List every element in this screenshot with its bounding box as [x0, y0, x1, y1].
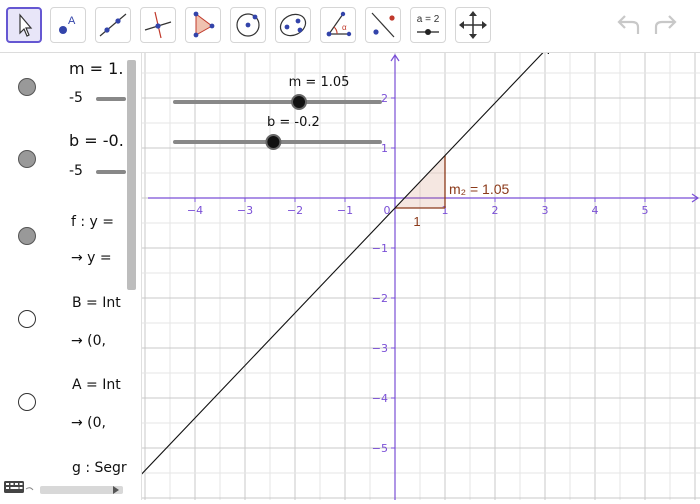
circle-tool[interactable]: [230, 7, 266, 43]
svg-text:A: A: [68, 15, 76, 27]
slider-knob[interactable]: [291, 94, 308, 110]
slope-triangle: m₂ = 1.051: [395, 155, 510, 229]
y-tick-label: −1: [372, 242, 388, 255]
algebra-view: m = 1. -5 b = -0. -5 f : y = → y = B = I…: [0, 53, 142, 500]
algebra-row-A[interactable]: A = Int → (0,: [0, 361, 126, 445]
row-definition: A = Int: [72, 377, 121, 393]
x-tick-label: 4: [592, 204, 599, 217]
redo-icon: [654, 15, 677, 34]
axes: −4 −3 −2 −1 0 1 2 3 4 5 2 1 −1 −2 −3 −4 −5: [148, 53, 700, 500]
polygon-tool[interactable]: [185, 7, 221, 43]
visibility-toggle[interactable]: [18, 78, 36, 96]
keyboard-button[interactable]: [0, 476, 36, 500]
x-tick-label: 2: [492, 204, 499, 217]
ellipse-icon: [279, 13, 307, 37]
y-tick-label: −3: [372, 342, 388, 355]
undo-button[interactable]: [612, 10, 644, 42]
line-f[interactable]: f: [142, 53, 700, 500]
mini-slider-track[interactable]: [96, 97, 126, 101]
x-tick-label: 1: [442, 204, 449, 217]
angle-tool[interactable]: α: [320, 7, 356, 43]
mini-slider-track[interactable]: [96, 170, 126, 174]
row-definition: m = 1.: [69, 59, 124, 78]
y-tick-label: −5: [372, 442, 388, 455]
sliders[interactable]: m = 1.05 b = -0.2: [173, 75, 382, 150]
undo-icon: [617, 15, 640, 34]
scroll-right-icon[interactable]: [111, 484, 121, 496]
move-graphics-tool[interactable]: [455, 7, 491, 43]
row-value: → (0,: [71, 333, 106, 349]
x-tick-label: 3: [542, 204, 549, 217]
y-axis-arrow: [390, 53, 400, 62]
visibility-toggle[interactable]: [18, 310, 36, 328]
circle-icon: [236, 13, 260, 37]
keyboard-icon: [4, 481, 34, 493]
slope-run-label: 1: [413, 214, 420, 229]
x-axis-arrow: [691, 193, 700, 203]
slider-knob[interactable]: [265, 134, 282, 150]
perpendicular-line-tool[interactable]: [140, 7, 176, 43]
row-value: → (0,: [71, 415, 106, 431]
slider-tool[interactable]: a = 2: [410, 7, 446, 43]
x-tick-label: −1: [337, 204, 353, 217]
grid: [142, 53, 700, 500]
visibility-toggle[interactable]: [18, 227, 36, 245]
slider-min-label: -5: [69, 163, 83, 179]
algebra-horizontal-scrollbar[interactable]: [40, 486, 123, 494]
point-icon: A: [59, 15, 76, 34]
line-icon: [99, 13, 127, 37]
reflect-icon: [371, 12, 395, 38]
x-tick-label: −2: [287, 204, 303, 217]
ellipse-tool[interactable]: [275, 7, 311, 43]
algebra-row-m[interactable]: m = 1. -5: [0, 53, 126, 126]
slider-label: m = 1.05: [289, 75, 350, 90]
y-tick-label: −2: [372, 292, 388, 305]
algebra-row-f[interactable]: f : y = → y =: [0, 198, 126, 280]
x-tick-label: −3: [237, 204, 253, 217]
row-definition: b = -0.: [69, 131, 124, 150]
line-tool[interactable]: [95, 7, 131, 43]
line-f-label: f: [547, 53, 551, 57]
point-tool[interactable]: A: [50, 7, 86, 43]
slope-label: m₂ = 1.05: [449, 181, 510, 197]
polygon-icon: [193, 11, 215, 38]
y-tick-label: −4: [372, 392, 388, 405]
y-tick-label: 1: [381, 142, 388, 155]
perpendicular-icon: [144, 11, 172, 39]
row-definition: B = Int: [72, 295, 121, 311]
toolbar: A: [0, 0, 700, 53]
x-tick-label: 5: [642, 204, 649, 217]
svg-text:α: α: [342, 23, 347, 32]
move-cross-icon: [459, 11, 487, 39]
angle-icon: α: [326, 11, 352, 37]
slider-min-label: -5: [69, 90, 83, 106]
slider-label: b = -0.2: [267, 115, 320, 130]
x-tick-label: 0: [384, 204, 391, 217]
x-tick-label: −4: [187, 204, 203, 217]
row-definition: g : Segr: [72, 460, 127, 476]
algebra-row-B[interactable]: B = Int → (0,: [0, 279, 126, 362]
redo-button[interactable]: [650, 10, 682, 42]
slider-tool-label: a = 2: [416, 14, 440, 25]
visibility-toggle[interactable]: [18, 393, 36, 411]
move-tool[interactable]: [6, 7, 42, 43]
visibility-toggle[interactable]: [18, 150, 36, 168]
algebra-vertical-scrollbar[interactable]: [127, 60, 136, 290]
reflect-tool[interactable]: [365, 7, 401, 43]
row-value: → y =: [71, 250, 112, 266]
row-definition: f : y =: [71, 214, 115, 230]
y-tick-label: 2: [381, 92, 388, 105]
cursor-arrow-icon: [19, 13, 33, 37]
slider-icon: [417, 29, 439, 35]
algebra-row-b[interactable]: b = -0. -5: [0, 125, 126, 199]
line-f-path[interactable]: [142, 53, 700, 500]
